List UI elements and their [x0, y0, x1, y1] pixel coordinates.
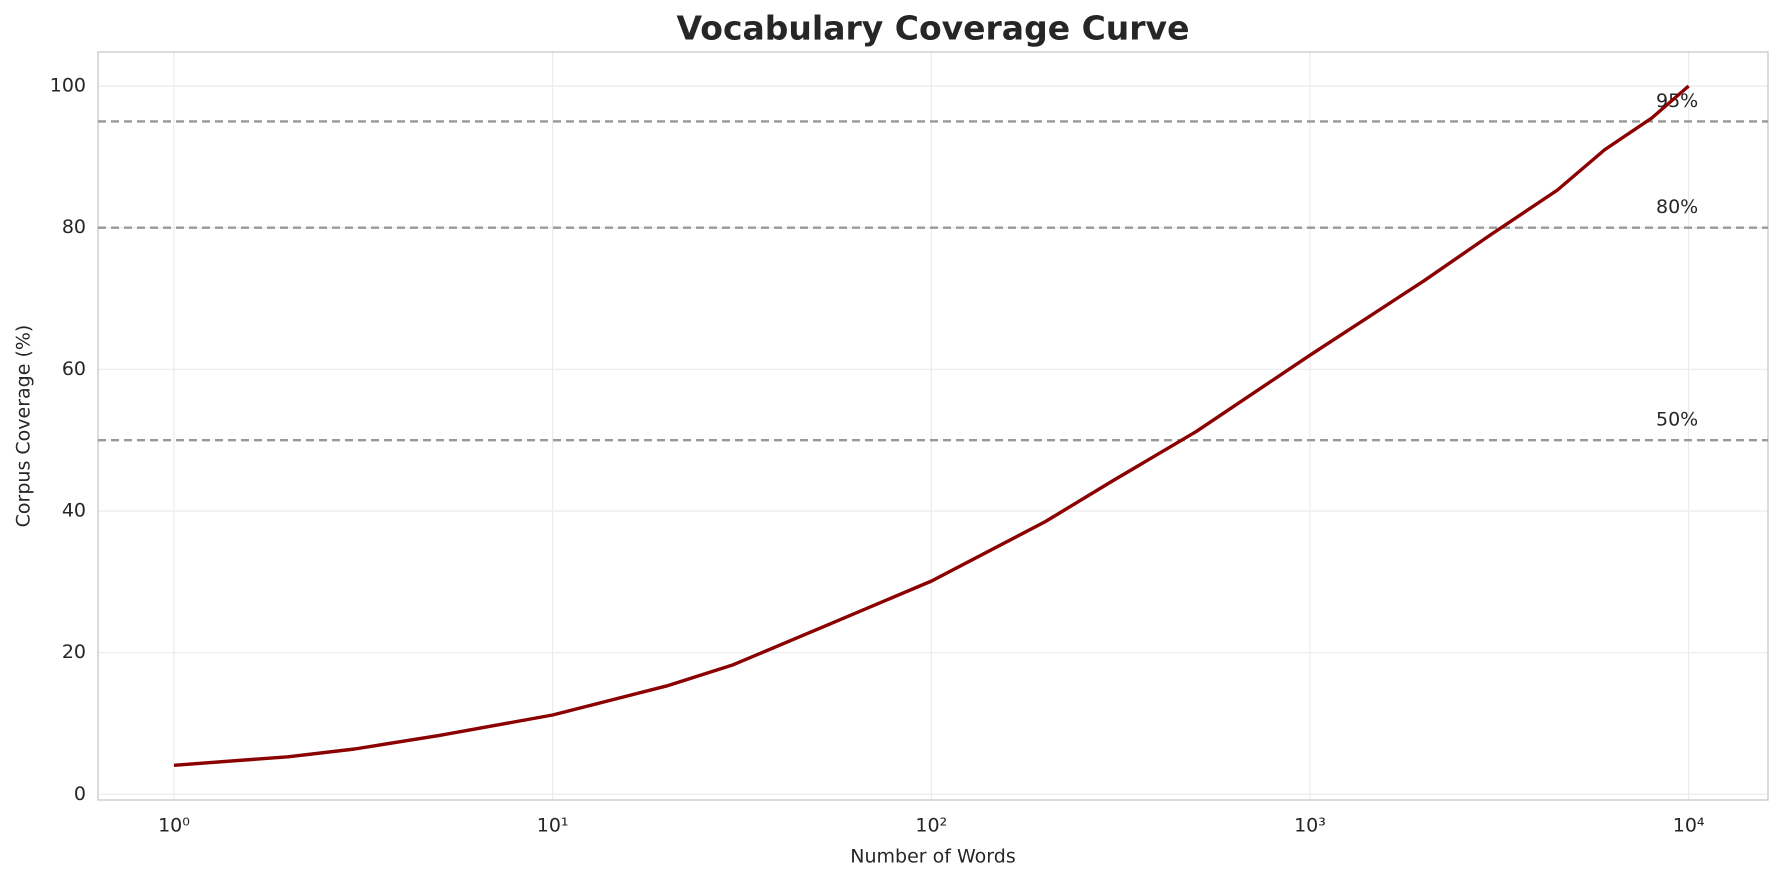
x-tick-label: 10¹	[537, 815, 569, 837]
y-tick-label: 0	[74, 783, 86, 805]
x-tick-label: 10⁴	[1673, 815, 1705, 837]
reference-label: 50%	[1656, 409, 1698, 431]
x-tick-label: 10²	[915, 815, 947, 837]
data-line	[173, 84, 1690, 767]
reference-label: 80%	[1656, 196, 1698, 218]
y-axis-label: Corpus Coverage (%)	[13, 325, 35, 528]
chart-title: Vocabulary Coverage Curve	[677, 9, 1190, 48]
y-tick-label: 60	[62, 358, 86, 380]
y-tick-label: 80	[62, 216, 86, 238]
x-axis-label: Number of Words	[850, 846, 1015, 868]
y-tick-label: 40	[62, 500, 86, 522]
x-tick-label: 10³	[1294, 815, 1326, 837]
x-tick-label: 10⁰	[158, 815, 190, 837]
plot-frame	[97, 51, 1769, 801]
y-tick-label: 20	[62, 641, 86, 663]
y-tick-label: 100	[50, 75, 86, 97]
